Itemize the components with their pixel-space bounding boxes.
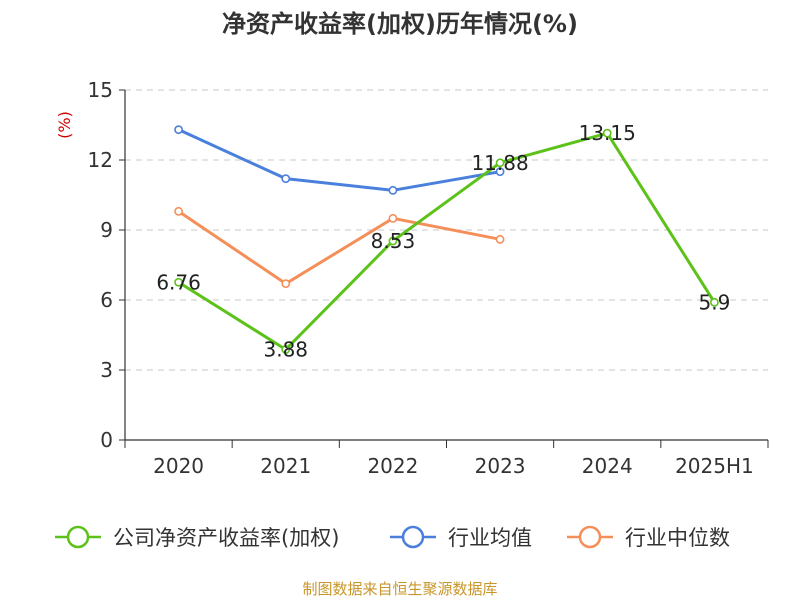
y-tick-label: 3 [100,358,113,382]
series-line [177,128,501,192]
x-tick-label: 2022 [367,454,418,478]
x-tick-label: 2025H1 [675,454,754,478]
y-tick-label: 0 [100,428,113,452]
data-point [495,158,505,168]
data-label: 3.88 [263,337,308,361]
data-point [495,167,505,177]
data-point [388,236,398,246]
data-point [174,277,183,287]
series-2 [174,206,505,289]
data-labels: 6.76 3.88 8.53 11.88 13.15 5.9 [156,121,730,361]
data-label: 8.53 [371,229,416,253]
series-1 [174,125,505,195]
data-point [281,279,291,289]
legend-label: 公司净资产收益率(加权) [113,526,339,550]
legend-item-0[interactable]: 公司净资产收益率(加权) [55,525,339,550]
data-point [495,234,505,244]
data-point [602,128,612,138]
source-note: 制图数据来自恒生聚源数据库 [302,580,497,598]
data-label: 13.15 [579,121,636,145]
series-line [177,131,716,351]
y-tick-label: 12 [88,148,113,172]
data-label: 11.88 [471,151,528,175]
data-point [174,125,183,135]
y-tick-label: 15 [88,78,113,102]
y-tick-label: 6 [100,288,113,312]
data-label: 5.9 [699,290,731,314]
legend-label: 行业中位数 [625,526,730,550]
chart-title: 净资产收益率(加权)历年情况(%) [222,10,578,38]
legend-marker-icon [578,525,602,549]
data-point [281,345,291,354]
data-point [388,213,398,223]
data-point [281,174,291,184]
data-point [388,185,398,195]
axes: 0 3 6 9 12 15 2020 2021 2022 2023 2024 2025H1 [88,78,769,478]
series-0 [174,128,719,354]
legend-label: 行业均值 [448,526,532,550]
series-line [177,210,501,286]
x-tick-label: 2020 [153,454,204,478]
legend-item-1[interactable]: 行业均值 [390,525,532,550]
x-tick-label: 2024 [582,454,633,478]
legend-marker-icon [401,525,425,549]
y-tick-label: 9 [100,218,113,242]
x-tick-label: 2023 [475,454,526,478]
y-axis-label: (%) [55,111,74,139]
legend-marker-icon [66,525,90,549]
data-point [174,206,183,216]
legend-item-2[interactable]: 行业中位数 [567,525,730,550]
legend[interactable]: 公司净资产收益率(加权) 行业均值 行业中位数 [55,525,730,550]
data-label: 6.76 [156,270,201,294]
x-tick-label: 2021 [260,454,311,478]
data-point [710,297,719,307]
series-layer [174,125,719,354]
